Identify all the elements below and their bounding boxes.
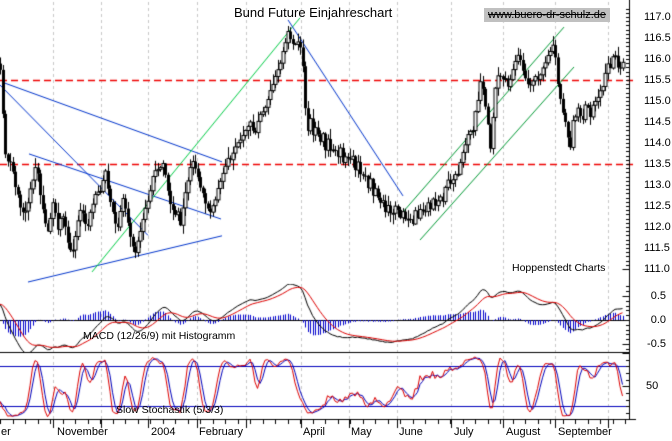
price-axis-label: 116.5 <box>644 32 671 44</box>
x-axis-month-label: November <box>57 426 108 438</box>
x-axis-month-label: February <box>199 426 244 438</box>
price-axis-label: 117.0 <box>644 11 671 23</box>
price-axis-label: 115.5 <box>644 74 671 86</box>
stoch-panel-label: Slow Stochastik (5/3/3) <box>116 404 224 416</box>
watermark-text: www.buero-dr-schulz.de <box>484 8 610 23</box>
x-axis-month-label: September <box>558 426 612 438</box>
x-axis-month-label: 2004 <box>151 426 176 438</box>
stoch-axis-label: 50 <box>646 380 659 393</box>
price-axis-label: 111.5 <box>644 242 670 254</box>
x-axis-month-label: er <box>1 426 11 438</box>
macd-axis-label: 0.5 <box>650 290 666 302</box>
x-axis-month-label: June <box>399 426 423 438</box>
macd-axis-label: -0.5 <box>647 338 666 350</box>
macd-panel-label: MACD (12/26/9) mit Histogramm <box>83 330 236 342</box>
price-axis-label: 111.0 <box>644 263 670 275</box>
chart-title: Bund Future Einjahreschart <box>234 5 393 20</box>
price-axis-label: 115.0 <box>644 95 671 107</box>
branding-label: Hoppenstedt Charts <box>512 262 606 274</box>
price-axis-label: 113.0 <box>644 179 671 191</box>
x-axis-month-label: July <box>454 426 474 438</box>
price-axis-label: 112.5 <box>644 200 671 212</box>
x-axis-month-label: August <box>506 426 541 438</box>
price-axis-label: 112.0 <box>644 221 671 233</box>
x-axis-month-label: April <box>303 426 326 438</box>
x-axis-month-label: May <box>351 426 372 438</box>
price-axis-label: 116.0 <box>644 53 671 65</box>
price-axis-label: 114.5 <box>644 116 671 128</box>
macd-axis-label: 0.0 <box>650 314 666 326</box>
price-axis-label: 114.0 <box>644 137 671 149</box>
price-axis-label: 113.5 <box>644 158 671 170</box>
